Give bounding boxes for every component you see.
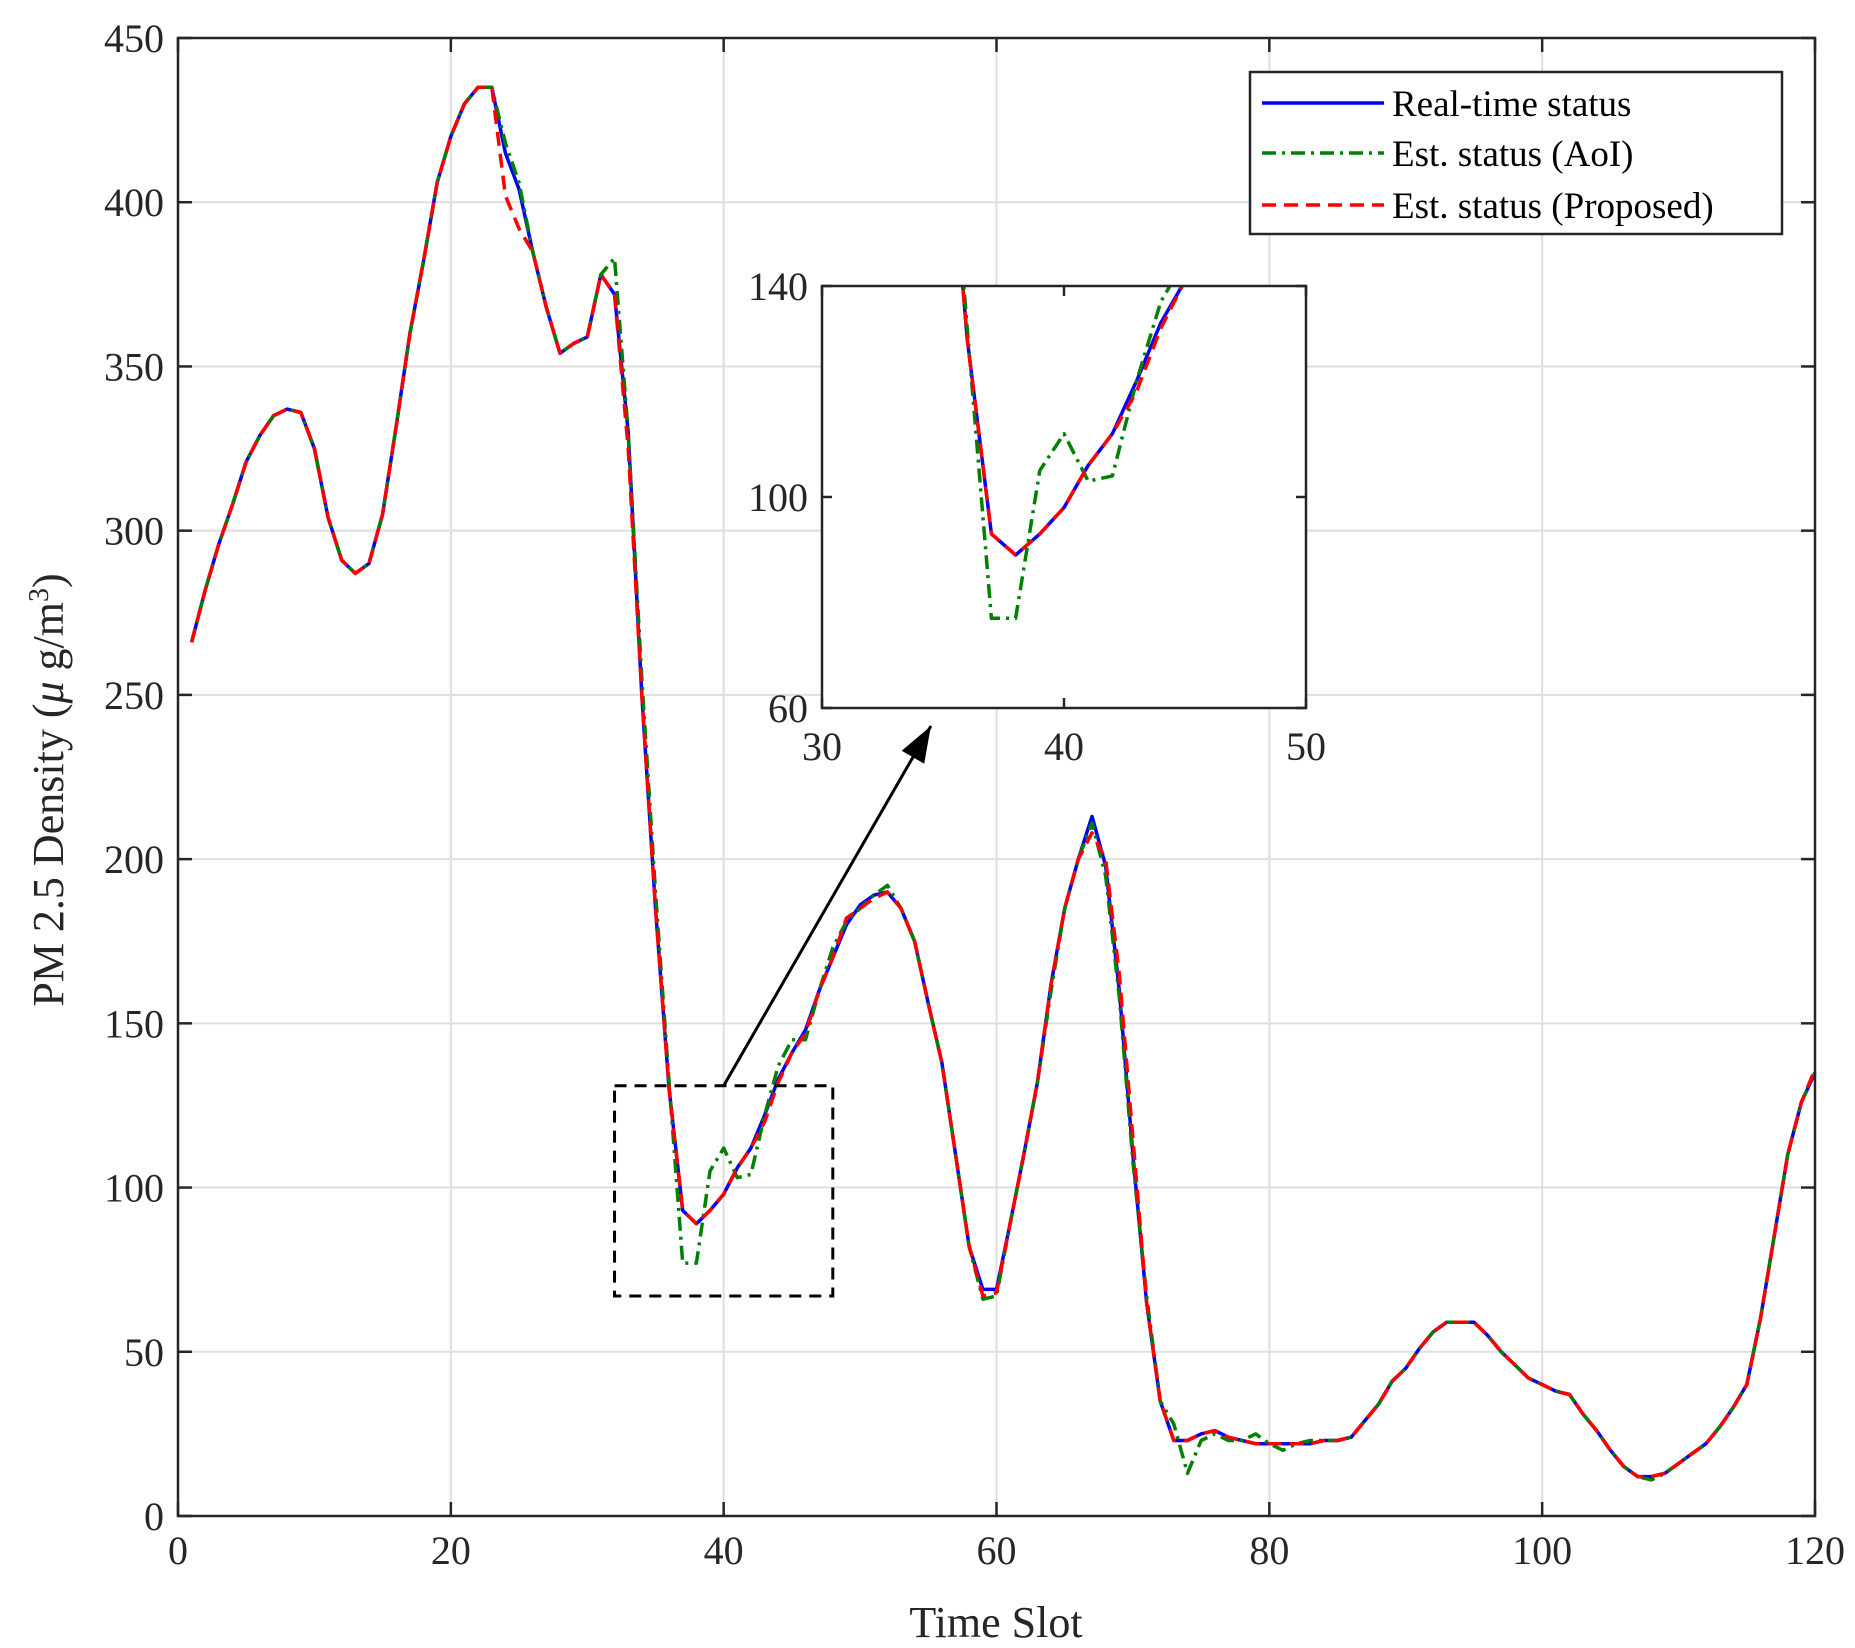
y-tick-label: 0 bbox=[144, 1494, 164, 1539]
legend-label-proposed: Est. status (Proposed) bbox=[1392, 186, 1714, 227]
series-line-2 bbox=[189, 85, 1817, 1479]
main-series-group bbox=[189, 85, 1817, 1482]
y-tick-label: 150 bbox=[104, 1001, 164, 1046]
legend: Real-time status Est. status (AoI) Est. … bbox=[1248, 70, 1784, 236]
y-tick-label: 250 bbox=[104, 673, 164, 718]
zoom-highlight-box bbox=[613, 1084, 835, 1298]
legend-label-real-time: Real-time status bbox=[1392, 84, 1631, 125]
x-tick-label: 120 bbox=[1785, 1528, 1845, 1573]
inset-plot: 30 40 50 60 100 140 bbox=[748, 264, 1326, 769]
y-axis-title-text: PM 2.5 Density ( bbox=[24, 704, 73, 1007]
y-tick-label: 400 bbox=[104, 180, 164, 225]
x-axis-title: Time Slot bbox=[909, 1598, 1082, 1647]
inset-ticks: 30 40 50 60 100 140 bbox=[748, 264, 1326, 769]
x-tick-label: 60 bbox=[977, 1528, 1017, 1573]
inset-x-tick-label: 50 bbox=[1286, 724, 1326, 769]
x-tick-label: 40 bbox=[704, 1528, 744, 1573]
inset-y-tick-label: 100 bbox=[748, 475, 808, 520]
main-ticks: 0 20 40 60 80 100 120 0 50 100 150 200 250 300 350 400 4… bbox=[104, 16, 1845, 1573]
y-tick-label: 50 bbox=[124, 1330, 164, 1375]
y-tick-label: 450 bbox=[104, 16, 164, 61]
x-tick-label: 20 bbox=[431, 1528, 471, 1573]
zoom-arrow-head bbox=[901, 726, 931, 764]
y-tick-label: 350 bbox=[104, 344, 164, 389]
y-tick-label: 100 bbox=[104, 1166, 164, 1211]
y-axis-title: PM 2.5 Density (μ g/m3) bbox=[24, 573, 74, 1006]
x-tick-label: 100 bbox=[1512, 1528, 1572, 1573]
y-tick-label: 200 bbox=[104, 837, 164, 882]
zoom-arrow bbox=[722, 725, 933, 1087]
y-tick-label: 300 bbox=[104, 509, 164, 554]
inset-y-tick-label: 140 bbox=[748, 264, 808, 309]
y-axis-title-mu: μ bbox=[24, 681, 73, 704]
y-axis-title-sup: 3 bbox=[24, 588, 55, 602]
inset-x-tick-label: 30 bbox=[802, 724, 842, 769]
x-tick-label: 0 bbox=[168, 1528, 188, 1573]
inset-x-tick-label: 40 bbox=[1044, 724, 1084, 769]
inset-background bbox=[822, 286, 1306, 708]
zoom-arrow-shaft bbox=[722, 725, 933, 1087]
inset-y-tick-label: 60 bbox=[768, 686, 808, 731]
y-axis-title-close: ) bbox=[24, 573, 73, 588]
y-axis-title-unit: g/m bbox=[24, 602, 73, 681]
x-tick-label: 80 bbox=[1249, 1528, 1289, 1573]
legend-label-aoi: Est. status (AoI) bbox=[1392, 134, 1634, 175]
legend-box bbox=[1248, 70, 1784, 236]
